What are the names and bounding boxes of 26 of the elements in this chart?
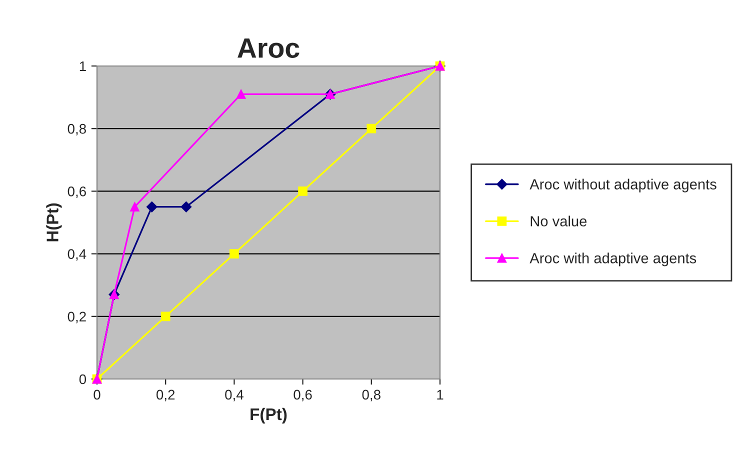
legend-label: Aroc with adaptive agents [530,252,696,266]
y-tick-label: 1 [80,61,86,72]
point [160,312,170,322]
x-axis-title: F(Pt) [250,408,287,424]
y-tick-label: 0,6 [68,186,86,198]
y-tick-label: 0,8 [68,124,86,136]
point [180,201,192,212]
x-tick-label: 0,8 [362,390,380,402]
point [236,89,246,99]
x-tick-label: 0,6 [294,390,312,402]
y-tick-label: 0,4 [68,249,86,261]
x-tick-label: 0,2 [156,390,175,402]
legend-label: No value [530,216,587,226]
point [146,201,158,212]
point [366,124,376,134]
y-tick-label: 0 [79,374,86,384]
point [230,249,239,258]
legend-label: Aroc without adaptive agents [530,178,716,192]
x-tick-label: 0,4 [225,390,244,402]
point [130,202,140,212]
y-axis-title: H(Pt) [46,203,62,242]
x-tick-label: 0 [94,390,100,400]
point [298,186,308,196]
chart-title: Aroc [238,38,300,58]
y-tick-label: 0,2 [68,312,86,324]
x-tick-label: 1 [437,390,444,400]
